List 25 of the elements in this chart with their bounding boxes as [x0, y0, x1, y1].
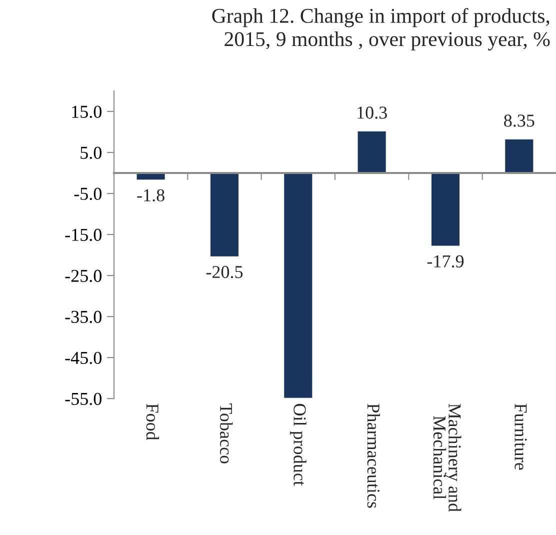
x-tick-label: Pharmaceutics: [367, 404, 380, 508]
bar: [504, 138, 535, 174]
bar: [282, 172, 314, 399]
bar: [356, 130, 388, 174]
chart-title: Graph 12. Change in import of products, 2015, 9 months , over previous year, %: [212, 8, 550, 50]
x-tick-label: Food: [146, 404, 159, 440]
y-tick-label: -35.0: [65, 310, 102, 324]
data-label: -20.5: [206, 266, 243, 278]
y-tick-label: -55.0: [65, 392, 102, 406]
y-tick-label: -5.0: [74, 188, 102, 200]
y-tick-label: -15.0: [65, 228, 102, 242]
y-tick-label: 15.0: [72, 106, 102, 118]
data-label: -17.9: [427, 255, 464, 268]
y-tick-label: -25.0: [65, 270, 102, 282]
data-label: 10.3: [358, 106, 387, 119]
data-label: -1.8: [137, 189, 164, 202]
x-tick-label: Tobacco: [220, 404, 233, 464]
bar: [430, 172, 461, 248]
x-tick-label: Oil product: [290, 404, 306, 486]
data-label: 8.35: [504, 114, 534, 127]
x-tick-label: Machinery and Mechanical: [433, 404, 462, 512]
x-tick-label: Furniture: [514, 404, 527, 470]
y-tick-label: -45.0: [65, 352, 102, 364]
y-tick-label: 5.0: [80, 146, 102, 159]
bar: [209, 172, 240, 258]
